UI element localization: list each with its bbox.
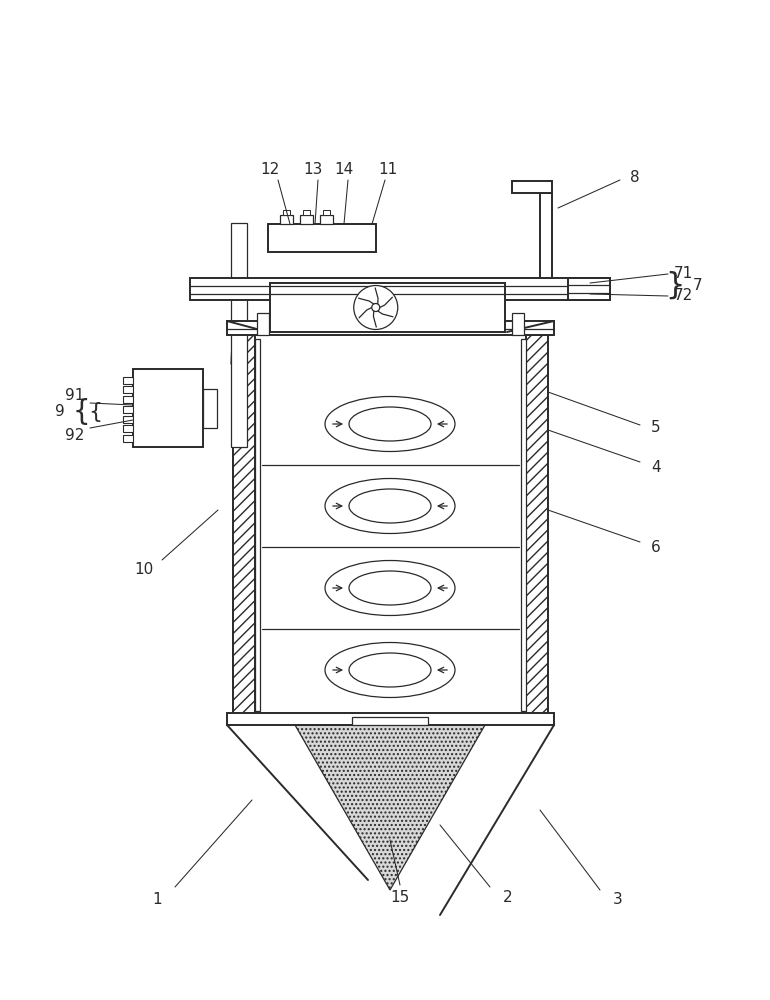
Bar (231, 223, 247, 447)
Text: 7: 7 (693, 277, 703, 292)
Bar (268, 224, 376, 252)
Bar (255, 339, 260, 711)
Bar (280, 215, 293, 224)
Text: 15: 15 (390, 890, 410, 904)
Text: 8: 8 (630, 170, 640, 186)
Text: 4: 4 (651, 460, 661, 475)
Bar (303, 210, 310, 215)
Bar (257, 313, 269, 335)
Bar (300, 215, 313, 224)
Circle shape (372, 304, 380, 312)
Text: 71: 71 (674, 266, 693, 282)
Bar (190, 278, 610, 300)
Bar (123, 396, 133, 403)
Ellipse shape (349, 571, 431, 605)
Ellipse shape (349, 407, 431, 441)
Text: 72: 72 (674, 288, 693, 304)
Ellipse shape (325, 396, 455, 452)
Text: {: { (88, 402, 102, 422)
Bar (123, 406, 133, 413)
Text: 5: 5 (651, 420, 661, 436)
Bar (123, 377, 133, 384)
Text: 13: 13 (303, 162, 323, 178)
Bar (540, 193, 552, 278)
Bar (133, 369, 203, 447)
Text: 1: 1 (152, 892, 162, 908)
Bar (323, 210, 330, 215)
Ellipse shape (325, 560, 455, 615)
Text: 2: 2 (503, 890, 513, 906)
Text: 3: 3 (613, 892, 623, 908)
Bar (352, 717, 428, 725)
Bar (123, 425, 133, 432)
Text: {: { (73, 398, 91, 426)
Bar (283, 210, 290, 215)
Ellipse shape (325, 643, 455, 698)
Ellipse shape (325, 479, 455, 534)
Bar (123, 416, 133, 423)
Bar (512, 313, 524, 335)
Text: 9: 9 (55, 404, 65, 420)
Text: 10: 10 (135, 562, 154, 578)
Bar (123, 386, 133, 393)
Text: 92: 92 (65, 428, 85, 442)
Polygon shape (295, 725, 485, 890)
Bar (227, 713, 554, 725)
Ellipse shape (349, 653, 431, 687)
Text: }: } (665, 270, 685, 300)
Bar (227, 321, 554, 335)
Text: 6: 6 (651, 540, 661, 556)
Bar (521, 339, 526, 711)
Text: 14: 14 (334, 162, 353, 178)
Bar (568, 278, 610, 300)
Bar (203, 389, 217, 428)
Text: 11: 11 (378, 162, 397, 178)
Bar (233, 335, 255, 715)
Text: 12: 12 (260, 162, 280, 178)
Bar (526, 335, 548, 715)
Text: 91: 91 (65, 388, 85, 403)
Bar (270, 283, 505, 332)
Bar (512, 181, 552, 193)
Circle shape (353, 286, 398, 330)
Bar (320, 215, 333, 224)
Ellipse shape (349, 489, 431, 523)
Bar (123, 435, 133, 442)
